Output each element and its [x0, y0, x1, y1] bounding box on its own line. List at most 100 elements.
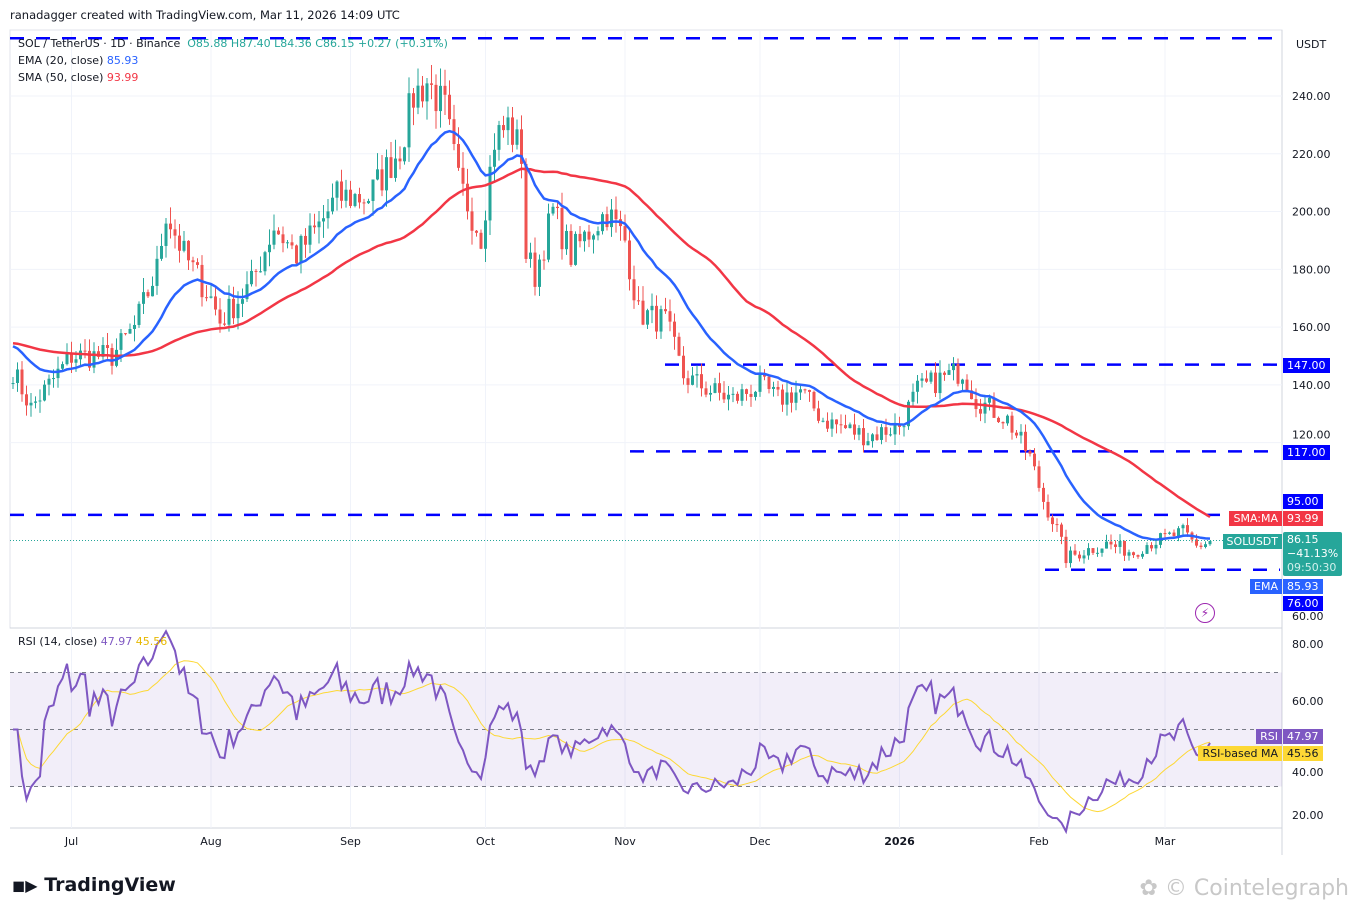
candle: [776, 386, 780, 390]
price-tick: 220.00: [1292, 148, 1331, 161]
candle: [911, 391, 915, 402]
candle: [722, 392, 726, 400]
candle: [277, 230, 280, 235]
candle: [1141, 553, 1144, 557]
candle: [169, 223, 172, 230]
price-tick: 120.00: [1292, 429, 1331, 442]
ema-line: [12, 129, 1211, 541]
candle: [407, 93, 411, 148]
candle: [628, 240, 631, 280]
candle: [781, 389, 784, 405]
candle: [56, 368, 60, 379]
candle: [839, 424, 843, 426]
candle: [430, 83, 433, 85]
candle: [92, 351, 96, 368]
price-tick: 200.00: [1292, 206, 1331, 219]
rsi-tick: 20.00: [1292, 809, 1324, 822]
candle: [718, 383, 721, 393]
candle: [1028, 451, 1032, 454]
candle: [61, 364, 64, 369]
candle: [209, 296, 213, 298]
time-tick: Nov: [614, 835, 636, 848]
candle: [214, 296, 217, 310]
level-95: 95.00: [1283, 494, 1323, 509]
candle: [1042, 487, 1045, 502]
time-tick: Feb: [1029, 835, 1048, 848]
candle: [596, 231, 600, 236]
candle: [943, 372, 946, 375]
candle: [538, 259, 541, 287]
candle: [1010, 415, 1014, 433]
candle: [866, 441, 870, 446]
rsi-price: 47.97: [1283, 729, 1323, 744]
candle: [1078, 554, 1081, 559]
candle: [38, 400, 42, 402]
candle: [988, 397, 991, 403]
candle: [592, 235, 595, 240]
candle: [1186, 525, 1189, 533]
candle: [1087, 548, 1090, 556]
candle: [403, 147, 406, 162]
candle: [758, 373, 762, 392]
candle: [1109, 541, 1113, 545]
candle: [997, 417, 1000, 423]
candle: [160, 245, 163, 259]
candle: [101, 345, 105, 357]
candle: [331, 197, 334, 212]
candle: [349, 189, 352, 206]
candle: [1136, 555, 1140, 557]
close: C86.15: [315, 37, 355, 50]
candle: [1046, 501, 1050, 518]
candle: [1055, 524, 1059, 526]
candle: [182, 240, 186, 251]
tradingview-logo[interactable]: ◼▶ TradingView: [12, 874, 176, 896]
candle: [668, 311, 672, 322]
candle: [929, 372, 933, 382]
candle: [1001, 422, 1005, 424]
candle: [448, 94, 451, 120]
candle: [137, 303, 141, 325]
candle: [1064, 536, 1068, 564]
candle: [736, 393, 739, 401]
candle: [565, 230, 568, 250]
candle: [227, 298, 231, 325]
candle: [236, 303, 240, 319]
candle: [1181, 525, 1185, 529]
candle: [664, 309, 667, 312]
candle: [1096, 552, 1099, 554]
candle: [560, 208, 564, 250]
candle: [281, 234, 285, 244]
candle: [542, 259, 546, 261]
legend: SOL / TetherUS · 1D · Binance O85.88 H87…: [18, 35, 448, 86]
candle: [587, 231, 591, 240]
candle: [673, 321, 676, 337]
candle: [164, 223, 168, 246]
candle: [250, 270, 253, 285]
lightning-icon[interactable]: ⚡: [1195, 603, 1215, 623]
candle: [848, 424, 852, 429]
candle: [785, 392, 789, 405]
candle: [232, 298, 235, 319]
ema-price: 85.93: [1283, 579, 1323, 594]
candle: [745, 389, 748, 394]
candle: [88, 350, 91, 368]
candle: [308, 225, 312, 245]
candle: [1199, 545, 1203, 547]
candle: [1150, 545, 1153, 549]
candle: [844, 425, 847, 429]
candle: [254, 270, 258, 272]
candle: [938, 372, 942, 394]
candle: [70, 353, 73, 363]
candle: [223, 323, 226, 325]
candle: [484, 220, 487, 249]
price-tick: 180.00: [1292, 263, 1331, 276]
level-76: 76.00: [1283, 596, 1323, 611]
rsi-tag: RSI: [1256, 729, 1282, 744]
candle: [623, 226, 627, 241]
candle: [650, 305, 654, 311]
candle: [920, 378, 924, 381]
price-tick: 240.00: [1292, 90, 1331, 103]
level-147: 147.00: [1283, 358, 1330, 373]
candle: [376, 169, 379, 180]
